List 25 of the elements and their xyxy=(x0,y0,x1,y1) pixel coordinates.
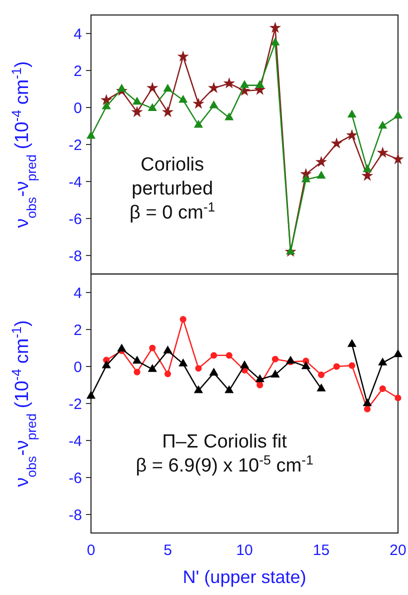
y-tick-label: 0 xyxy=(74,100,82,117)
annotation: β = 6.9(9) x 10$^{-5}$ cm$^{-1}$ xyxy=(136,452,314,477)
annotation: perturbed xyxy=(132,178,214,200)
annotation: β = 0 cm$^{-1}$ xyxy=(130,198,216,224)
y-tick-label: 4 xyxy=(74,284,82,302)
y-tick-label: -8 xyxy=(68,248,82,265)
y-tick-label: -4 xyxy=(68,174,82,191)
y-tick-label: -2 xyxy=(68,136,82,154)
y-tick-label: -2 xyxy=(68,396,82,413)
y-tick-label: -6 xyxy=(68,210,82,228)
y-tick-label: -6 xyxy=(68,470,82,487)
y-tick-label: 4 xyxy=(74,26,82,43)
y-tick-label: -8 xyxy=(68,506,82,524)
annotation: Π–Σ Coriolis fit xyxy=(162,432,288,453)
x-axis-title: N' (upper state) xyxy=(182,567,306,587)
x-tick-label: 0 xyxy=(86,542,96,559)
x-tick-label: 10 xyxy=(236,542,253,559)
annotation: Coriolis xyxy=(140,154,204,176)
y-tick-label: 2 xyxy=(74,322,82,339)
y-tick-label: 0 xyxy=(74,358,82,376)
y-tick-label: 2 xyxy=(74,62,82,80)
x-tick-label: 20 xyxy=(390,542,406,559)
x-tick-label: 15 xyxy=(312,542,330,559)
y-tick-label: -4 xyxy=(68,432,82,450)
x-tick-label: 5 xyxy=(164,542,172,559)
